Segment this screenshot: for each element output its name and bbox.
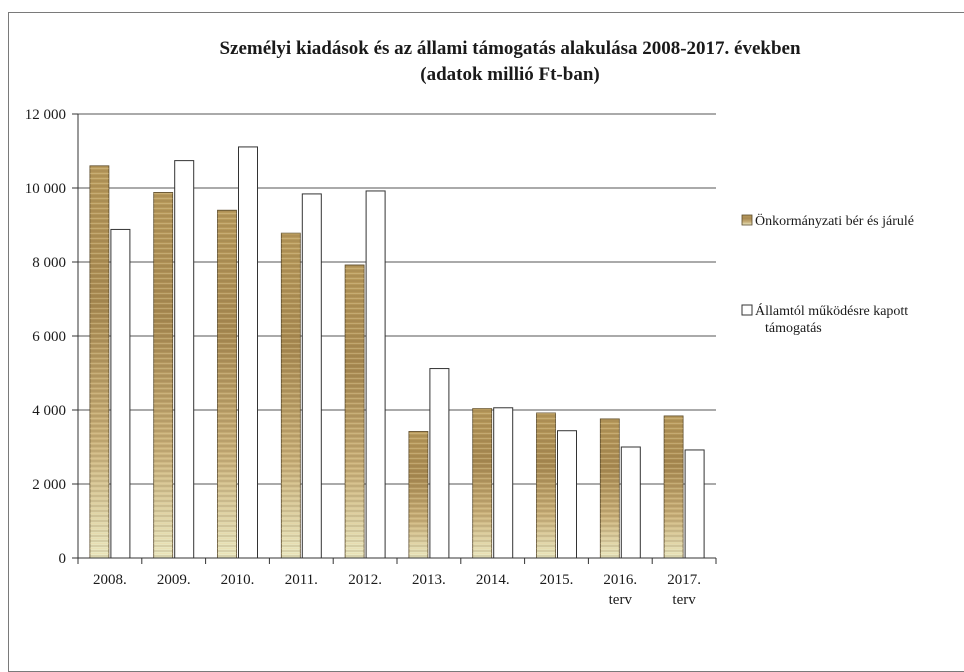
gridlines xyxy=(78,113,716,485)
legend-swatch-2 xyxy=(741,304,753,316)
bars xyxy=(89,146,705,559)
y-tick-label: 8 000 xyxy=(32,255,66,271)
bar-texture xyxy=(89,165,109,559)
legend-label-2: támogatás xyxy=(765,321,822,336)
y-axis-ticks: 0 2 000 4 000 6 000 8 000 10 000 12 000 xyxy=(25,107,78,567)
bar-texture xyxy=(153,192,173,558)
y-tick-label: 4 000 xyxy=(32,403,66,419)
x-tick-label: 2009. xyxy=(157,572,191,588)
bar-texture xyxy=(408,431,428,558)
x-tick-label: 2013. xyxy=(412,572,446,588)
bar-2 xyxy=(620,446,641,559)
legend-label-1: Önkormányzati bér és járulé xyxy=(755,212,914,229)
x-tick-label: 2008. xyxy=(93,572,127,588)
bar-2 xyxy=(365,190,386,559)
y-tick-label: 12 000 xyxy=(25,107,66,123)
x-tick-sublabel: terv xyxy=(609,592,633,608)
x-tick-label: 2016. xyxy=(603,572,637,588)
legend-label-2: Államtól működésre kapott xyxy=(755,302,908,319)
bar-2 xyxy=(684,449,705,559)
bar-texture xyxy=(600,418,620,558)
legend: Önkormányzati bér és járulé Államtól műkö… xyxy=(741,212,914,336)
bar-texture xyxy=(217,210,237,558)
bar-texture xyxy=(536,412,556,558)
bar-2 xyxy=(557,430,577,559)
y-tick-label: 0 xyxy=(59,551,67,567)
bar-2 xyxy=(174,160,195,559)
bar-2 xyxy=(238,146,258,559)
legend-swatch-1 xyxy=(741,214,753,226)
x-tick-sublabel: terv xyxy=(672,592,696,608)
bar-2 xyxy=(429,368,450,559)
chart-subtitle: (adatok millió Ft-ban) xyxy=(420,64,599,85)
bar-texture xyxy=(345,264,365,558)
bar-2 xyxy=(493,407,514,559)
chart-title: Személyi kiadások és az állami támogatás… xyxy=(219,38,801,59)
x-tick-label: 2012. xyxy=(348,572,382,588)
x-tick-label: 2010. xyxy=(221,572,255,588)
bar-texture xyxy=(472,408,492,558)
y-tick-label: 6 000 xyxy=(32,329,66,345)
bar-2 xyxy=(301,193,322,559)
x-tick-label: 2017. xyxy=(667,572,701,588)
x-tick-label: 2011. xyxy=(285,572,318,588)
y-tick-label: 10 000 xyxy=(25,181,66,197)
bar-2 xyxy=(110,228,131,559)
bar-chart: Személyi kiadások és az állami támogatás… xyxy=(25,38,914,608)
x-tick-label: 2015. xyxy=(540,572,574,588)
bar-texture xyxy=(664,415,684,558)
bar-texture xyxy=(281,233,301,558)
x-tick-label: 2014. xyxy=(476,572,510,588)
x-axis-ticks: 2008. 2009. 2010. 2011. 2012. 2013. 2014. 2015.… xyxy=(77,558,717,608)
y-tick-label: 2 000 xyxy=(32,477,66,493)
